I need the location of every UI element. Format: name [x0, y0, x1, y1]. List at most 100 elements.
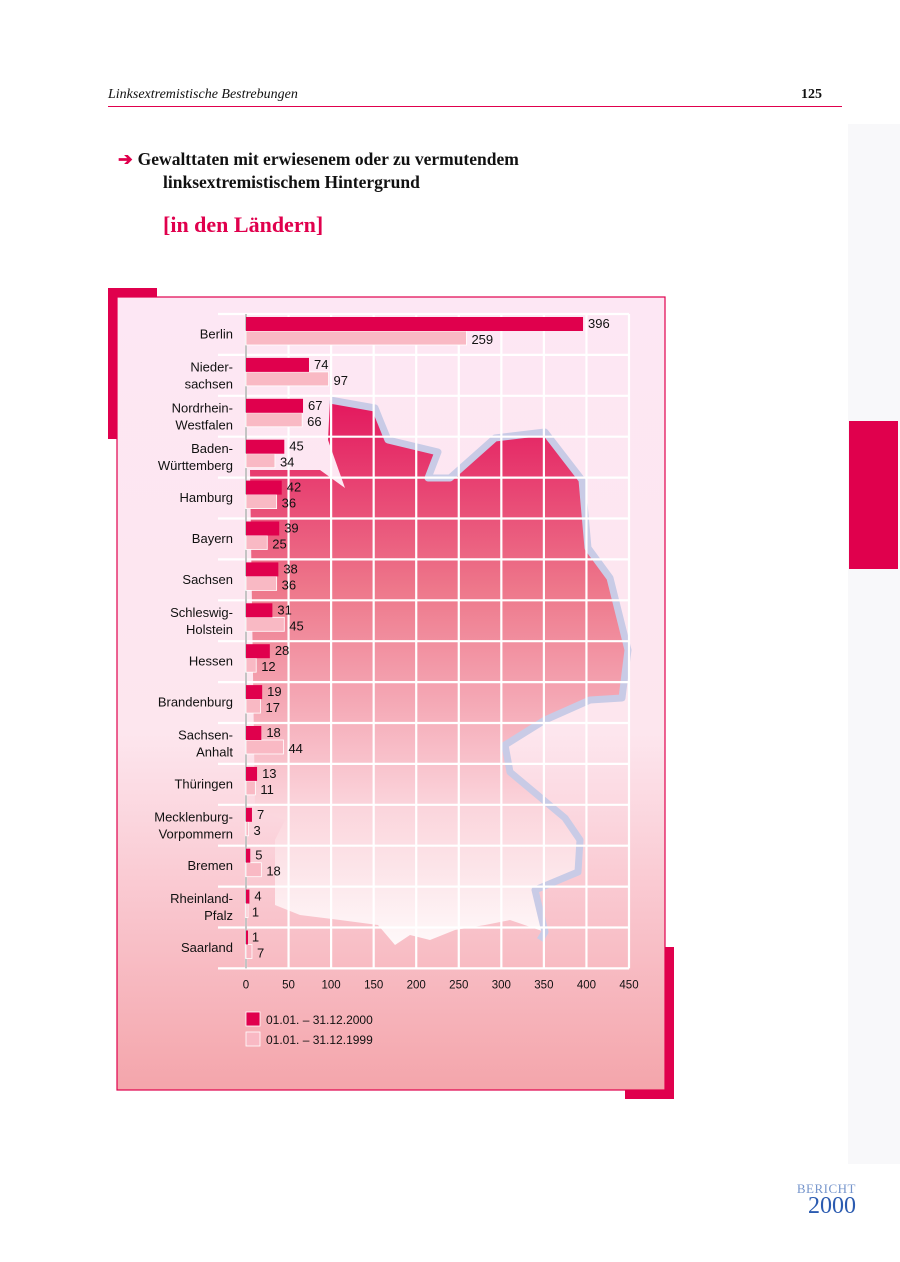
- x-tick-label: 50: [282, 979, 295, 991]
- chart-legend: 01.01. – 31.12.2000 01.01. – 31.12.1999: [245, 1011, 373, 1047]
- bar-2000: [246, 766, 258, 781]
- category-label: Bayern: [192, 531, 233, 546]
- category-label: Thüringen: [174, 776, 233, 791]
- legend-label-1999: 01.01. – 31.12.1999: [266, 1033, 373, 1047]
- category-label: Baden-: [191, 441, 233, 456]
- header-rule: [108, 106, 842, 107]
- brand-word: BERICHT: [796, 1181, 856, 1196]
- x-tick-label: 0: [243, 979, 249, 991]
- value-label-2000: 28: [275, 643, 289, 658]
- value-label-2000: 396: [588, 316, 610, 331]
- legend-label-2000: 01.01. – 31.12.2000: [266, 1013, 373, 1027]
- bar-1999: [245, 535, 268, 550]
- category-label: sachsen: [185, 376, 233, 391]
- category-label: Württemberg: [158, 458, 233, 473]
- category-label: Hessen: [189, 654, 233, 669]
- value-label-1999: 7: [257, 946, 264, 961]
- value-label-1999: 17: [265, 700, 279, 715]
- legend-swatch-1999: [245, 1031, 261, 1047]
- value-label-1999: 18: [266, 864, 280, 879]
- category-label: Vorpommern: [159, 826, 233, 841]
- bar-1999: [245, 412, 303, 428]
- bar-1999: [245, 698, 261, 714]
- value-label-1999: 66: [307, 414, 321, 429]
- bar-2000: [246, 685, 263, 700]
- bar-2000: [246, 726, 262, 740]
- category-label: Nordrhein-: [172, 400, 233, 415]
- bar-2000: [246, 480, 282, 495]
- bar-2000: [246, 398, 304, 413]
- value-label-1999: 11: [260, 782, 274, 797]
- value-label-1999: 25: [272, 537, 286, 552]
- bar-2000: [246, 889, 250, 904]
- category-label: Pfalz: [204, 908, 233, 923]
- chart-heading: ➔ Gewalttaten mit erwiesenem oder zu verm…: [118, 148, 519, 194]
- chart-category-labels: Berlin Nieder-sachsen Nordrhein- Westfalen B…: [154, 326, 233, 955]
- bar-1999: [245, 821, 249, 837]
- value-label-1999: 34: [280, 455, 294, 470]
- bar-2000: [246, 644, 270, 659]
- category-label: Holstein: [186, 622, 233, 637]
- x-tick-label: 100: [322, 979, 341, 991]
- value-label-2000: 31: [277, 602, 291, 617]
- bar-1999: [245, 616, 285, 632]
- x-tick-label: 250: [449, 979, 468, 991]
- value-label-1999: 36: [282, 496, 296, 511]
- bar-1999: [245, 862, 262, 878]
- x-tick-label: 350: [534, 979, 553, 991]
- bar-2000: [246, 603, 273, 618]
- value-label-2000: 1: [252, 930, 259, 945]
- value-label-2000: 67: [308, 398, 322, 413]
- value-label-2000: 39: [284, 521, 298, 536]
- heading-line-1: Gewalttaten mit erwiesenem oder zu vermu…: [137, 149, 519, 169]
- bar-1999: [245, 371, 329, 387]
- category-label: Mecklenburg-: [154, 809, 233, 824]
- bar-1999: [245, 494, 278, 510]
- chart-subheading: [in den Ländern]: [163, 212, 324, 237]
- value-label-1999: 259: [471, 332, 493, 347]
- category-label: Sachsen: [182, 572, 233, 587]
- running-header-title: Linksextremistische Bestrebungen: [108, 87, 298, 102]
- bar-2000: [246, 357, 309, 372]
- bar-1999: [245, 944, 253, 959]
- chapter-tab: [849, 421, 898, 569]
- category-label: Brandenburg: [158, 695, 233, 710]
- bar-2000: [246, 848, 251, 863]
- bar-1999: [245, 453, 276, 469]
- category-label: Nieder-: [190, 359, 233, 374]
- value-label-2000: 38: [283, 561, 297, 576]
- bar-2000: [246, 439, 285, 454]
- chart-bars: 3962597497676645344236392538363145281219…: [245, 316, 610, 961]
- value-label-1999: 44: [288, 741, 302, 756]
- page-number: 125: [801, 87, 822, 102]
- bar-1999: [245, 739, 284, 755]
- x-tick-label: 300: [492, 979, 511, 991]
- value-label-1999: 12: [261, 659, 275, 674]
- chart-x-ticks: 0 50 100 150 200 250 300 350 400 450: [243, 979, 639, 991]
- value-label-2000: 7: [257, 807, 264, 822]
- legend-swatch-2000: [245, 1011, 261, 1027]
- bar-1999: [245, 903, 249, 918]
- bar-2000: [246, 930, 248, 945]
- value-label-1999: 97: [334, 373, 348, 388]
- value-label-2000: 74: [314, 357, 328, 372]
- germany-map-silhouette: [250, 396, 632, 945]
- side-strip: [848, 124, 900, 1164]
- category-label: Anhalt: [196, 744, 233, 759]
- category-label: Rheinland-: [170, 891, 233, 906]
- category-label: Berlin: [200, 326, 233, 341]
- value-label-1999: 45: [289, 618, 303, 633]
- brand-year: 2000: [808, 1193, 856, 1219]
- bar-1999: [245, 576, 278, 591]
- bar-2000: [246, 521, 280, 536]
- value-label-2000: 4: [254, 889, 261, 904]
- bar-2000: [246, 317, 584, 331]
- category-label: Westfalen: [175, 417, 233, 432]
- value-label-2000: 18: [266, 725, 280, 740]
- bar-2000: [246, 562, 279, 577]
- value-label-1999: 3: [254, 823, 261, 838]
- category-label: Bremen: [187, 858, 233, 873]
- arrow-icon: ➔: [118, 149, 133, 169]
- category-label: Hamburg: [180, 490, 233, 505]
